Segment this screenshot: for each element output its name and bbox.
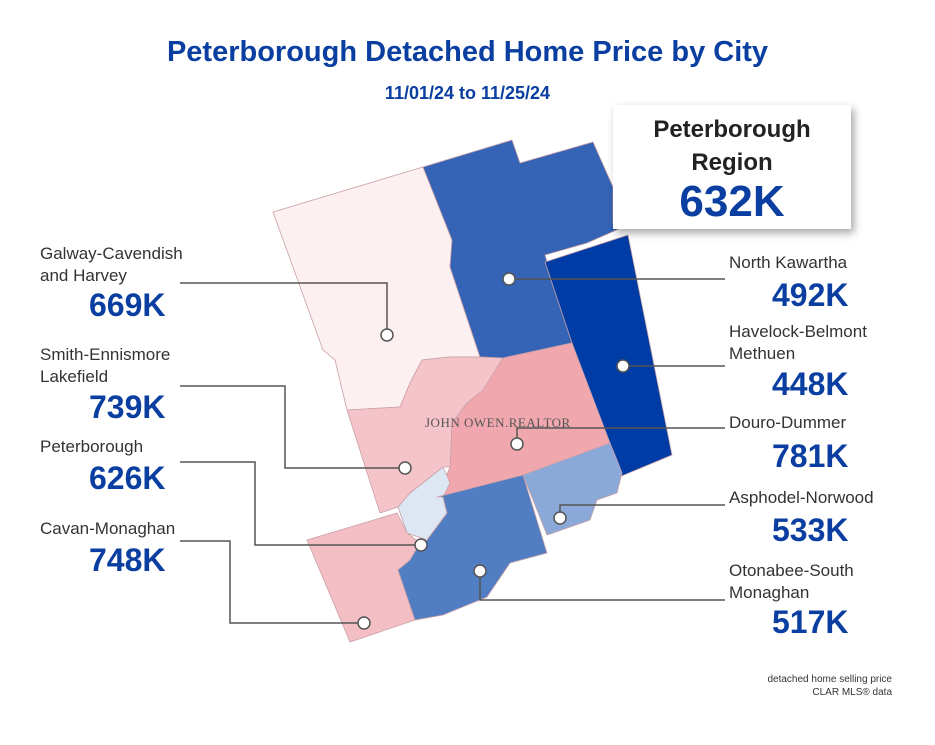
city-value-smith: 739K <box>89 389 166 425</box>
watermark: JOHN OWEN.REALTOR <box>425 415 571 430</box>
region-summary-card: Peterborough Region 632K <box>613 105 851 229</box>
city-label-havelock: Havelock-Belmont Methuen <box>729 322 867 363</box>
source-note: detached home selling price CLAR MLS® dat… <box>767 674 892 698</box>
region-name-line1: Peterborough <box>653 116 811 143</box>
city-value-havelock: 448K <box>772 366 849 402</box>
city-label-galway: Galway-Cavendish and Harvey <box>40 244 183 285</box>
region-name-line2: Region <box>691 149 773 176</box>
city-label-smith: Smith-Ennismore Lakefield <box>40 345 171 386</box>
leader-line <box>479 571 725 601</box>
date-range: 11/01/24 to 11/25/24 <box>384 83 551 103</box>
city-label-cavan: Cavan-Monaghan <box>40 519 176 538</box>
city-value-north-kawartha: 492K <box>772 277 849 313</box>
area-north-kawartha[interactable] <box>422 139 630 359</box>
city-value-galway: 669K <box>89 287 166 323</box>
leader-line <box>180 461 420 546</box>
marker-smith[interactable] <box>398 461 412 475</box>
city-label-asphodel: Asphodel-Norwood <box>729 488 874 507</box>
city-label-otonabee: Otonabee-South Monaghan <box>729 561 854 602</box>
leader-line <box>180 385 405 469</box>
city-value-douro: 781K <box>772 438 849 474</box>
city-value-otonabee: 517K <box>772 604 849 640</box>
city-value-peterborough: 626K <box>89 460 166 496</box>
city-label-douro: Douro-Dummer <box>729 413 847 432</box>
marker-galway[interactable] <box>380 328 394 342</box>
leader-line <box>180 282 388 335</box>
city-value-cavan: 748K <box>89 542 166 578</box>
city-label-peterborough: Peterborough <box>40 437 144 456</box>
city-label-north-kawartha: North Kawartha <box>729 253 848 272</box>
city-value-asphodel: 533K <box>772 512 849 548</box>
marker-cavan[interactable] <box>357 616 371 630</box>
marker-douro[interactable] <box>510 437 524 451</box>
area-asphodel-norwood[interactable] <box>522 442 623 536</box>
marker-otonabee[interactable] <box>473 564 487 578</box>
leader-line <box>180 540 363 624</box>
area-havelock-belmont[interactable] <box>544 234 673 481</box>
marker-north-kawartha[interactable] <box>502 272 516 286</box>
marker-havelock[interactable] <box>616 359 630 373</box>
marker-peterborough[interactable] <box>414 538 428 552</box>
map-title: Peterborough Detached Home Price by City <box>166 36 769 68</box>
region-value: 632K <box>679 177 785 226</box>
marker-asphodel[interactable] <box>553 511 567 525</box>
